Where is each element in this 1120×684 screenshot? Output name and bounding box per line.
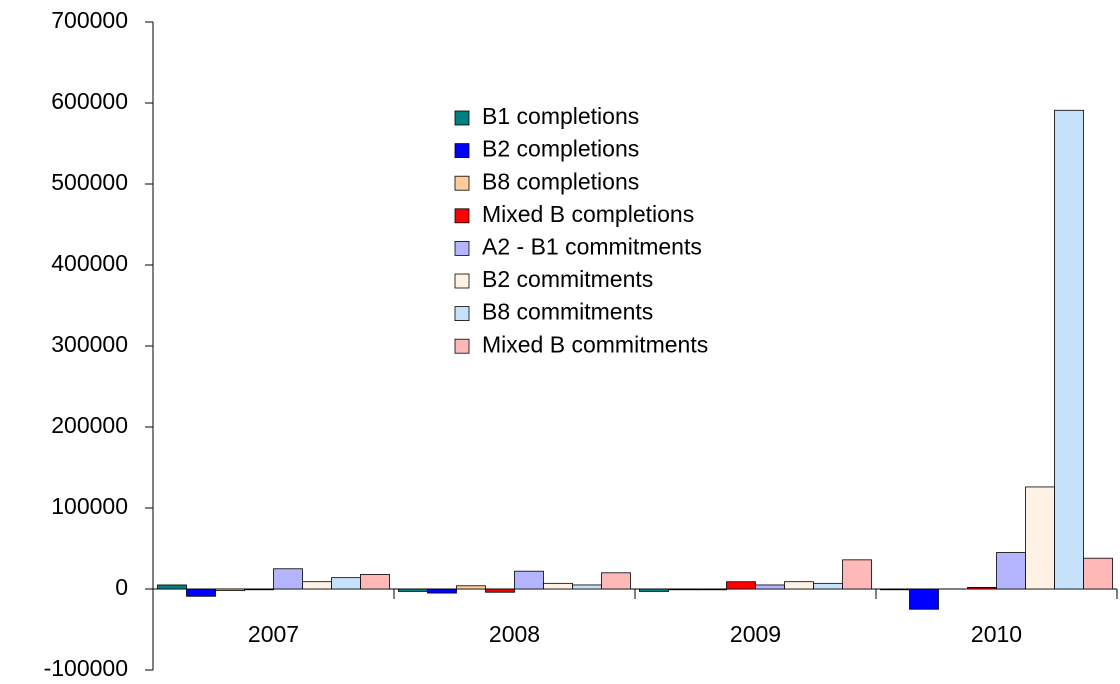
legend-swatch — [454, 208, 470, 224]
bar — [360, 574, 390, 590]
bar — [186, 588, 216, 597]
bar — [697, 588, 727, 591]
legend-swatch — [454, 273, 470, 289]
bar — [1054, 109, 1084, 590]
bar — [726, 581, 756, 590]
y-tick-label: 700000 — [51, 7, 128, 33]
legend-label: A2 - B1 commitments — [482, 233, 702, 259]
bar — [273, 568, 303, 590]
legend-swatch — [454, 143, 470, 159]
y-tick-label: 600000 — [51, 88, 128, 114]
legend-swatch — [454, 240, 470, 256]
x-tick-label: 2009 — [730, 621, 781, 647]
bar — [331, 577, 361, 590]
x-tick-label: 2007 — [248, 621, 299, 647]
bar — [639, 588, 669, 592]
bar — [842, 559, 872, 590]
bar — [302, 581, 332, 590]
bar — [1025, 486, 1055, 590]
y-tick-label: 400000 — [51, 250, 128, 276]
legend-swatch — [454, 306, 470, 322]
bar — [1083, 557, 1113, 590]
bar — [427, 588, 457, 594]
legend-swatch — [454, 338, 470, 354]
legend-label: B2 completions — [482, 136, 639, 162]
legend-label: Mixed B commitments — [482, 331, 708, 357]
legend-swatch — [454, 175, 470, 191]
legend-label: B2 commitments — [482, 266, 653, 292]
bar — [485, 588, 515, 593]
bar — [755, 584, 785, 590]
bar — [996, 552, 1026, 590]
legend-label: B8 completions — [482, 168, 639, 194]
legend-swatch — [454, 110, 470, 126]
bar — [601, 572, 631, 590]
x-tick-label: 2010 — [971, 621, 1022, 647]
bar — [514, 570, 544, 590]
y-tick-label: 300000 — [51, 331, 128, 357]
y-tick-label: 100000 — [51, 493, 128, 519]
bar — [398, 588, 428, 592]
bar — [456, 585, 486, 590]
x-tick-label: 2008 — [489, 621, 540, 647]
bar — [244, 588, 274, 591]
bar — [967, 586, 997, 590]
bar — [215, 588, 245, 592]
bar — [668, 588, 698, 591]
y-tick-label: 500000 — [51, 169, 128, 195]
bar — [157, 584, 187, 590]
y-tick-label: 200000 — [51, 412, 128, 438]
bar — [813, 582, 843, 590]
legend-label: B8 commitments — [482, 299, 653, 325]
bar — [572, 584, 602, 590]
bar — [880, 588, 910, 591]
y-tick-label: 0 — [115, 574, 128, 600]
legend-label: B1 completions — [482, 103, 639, 129]
y-tick-label: -100000 — [44, 655, 128, 681]
bar — [909, 588, 939, 610]
bar — [543, 582, 573, 590]
bar — [784, 581, 814, 590]
legend-label: Mixed B completions — [482, 201, 694, 227]
